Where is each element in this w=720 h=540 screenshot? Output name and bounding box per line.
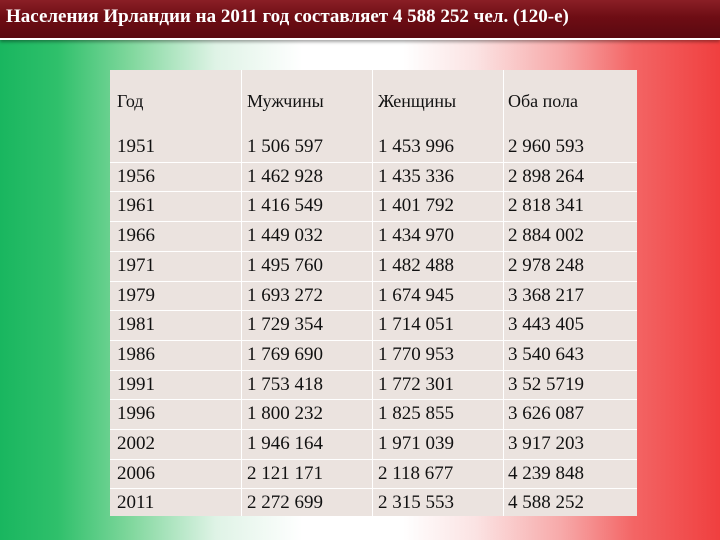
- column-divider: [503, 70, 504, 516]
- row-divider: [110, 399, 637, 401]
- both-cell: 3 917 203: [508, 433, 584, 454]
- both-cell: 2 978 248: [508, 254, 584, 276]
- men-cell: 1 506 597: [247, 136, 323, 157]
- both-cell: 2 898 264: [508, 165, 584, 187]
- men-cell: 1 495 760: [247, 254, 323, 276]
- women-cell: 1 434 970: [378, 225, 454, 247]
- both-cell: 2 884 002: [508, 225, 584, 247]
- women-cell: 1 482 488: [378, 254, 454, 276]
- year-cell: 2011: [117, 492, 155, 514]
- header-men: Мужчины: [247, 91, 324, 111]
- both-cell: 3 52 5719: [508, 373, 584, 395]
- women-cell: 1 971 039: [378, 433, 454, 454]
- column-divider: [241, 70, 242, 516]
- year-cell: 1981: [117, 314, 155, 336]
- women-cell: 1 770 953: [378, 343, 454, 365]
- year-cell: 1996: [117, 403, 155, 425]
- header-women: Женщины: [378, 91, 457, 111]
- men-cell: 1 449 032: [247, 225, 323, 247]
- header-both: Оба пола: [508, 91, 579, 111]
- table-row: 1991 1 753 418 1 772 301 3 52 5719: [110, 370, 637, 400]
- row-divider: [110, 161, 637, 163]
- men-cell: 1 753 418: [247, 373, 323, 395]
- women-cell: 1 772 301: [378, 373, 454, 395]
- table-row: 1971 1 495 760 1 482 488 2 978 248: [110, 251, 637, 281]
- women-cell: 1 825 855: [378, 403, 454, 425]
- column-divider: [372, 70, 373, 516]
- row-divider: [110, 339, 637, 341]
- row-divider: [110, 429, 637, 430]
- men-cell: 1 946 164: [247, 433, 323, 454]
- women-cell: 1 714 051: [378, 314, 454, 336]
- year-cell: 1979: [117, 284, 155, 306]
- both-cell: 4 239 848: [508, 462, 584, 484]
- table-row: 1996 1 800 232 1 825 855 3 626 087: [110, 399, 637, 429]
- row-divider: [110, 488, 637, 490]
- both-cell: 2 960 593: [508, 136, 584, 157]
- table-row: 1981 1 729 354 1 714 051 3 443 405: [110, 310, 637, 340]
- year-cell: 2006: [117, 462, 155, 484]
- year-cell: 1971: [117, 254, 155, 276]
- women-cell: 1 401 792: [378, 195, 454, 217]
- women-cell: 1 435 336: [378, 165, 454, 187]
- men-cell: 1 416 549: [247, 195, 323, 217]
- year-cell: 1961: [117, 195, 155, 217]
- row-divider: [110, 310, 637, 312]
- women-cell: 2 118 677: [378, 462, 454, 484]
- men-cell: 1 693 272: [247, 284, 323, 306]
- table-row: 1966 1 449 032 1 434 970 2 884 002: [110, 221, 637, 251]
- women-cell: 1 453 996: [378, 136, 454, 157]
- men-cell: 1 800 232: [247, 403, 323, 425]
- row-divider: [110, 250, 637, 252]
- table-row: 2011 2 272 699 2 315 553 4 588 252: [110, 488, 637, 518]
- men-cell: 1 769 690: [247, 343, 323, 365]
- row-divider: [110, 191, 637, 193]
- both-cell: 3 368 217: [508, 284, 584, 306]
- women-cell: 2 315 553: [378, 492, 454, 514]
- year-cell: 1966: [117, 225, 155, 247]
- both-cell: 3 540 643: [508, 343, 584, 365]
- men-cell: 2 121 171: [247, 462, 323, 484]
- row-divider: [110, 221, 637, 223]
- year-cell: 2002: [117, 433, 155, 454]
- page-title: Населения Ирландии на 2011 год составляе…: [6, 6, 569, 27]
- both-cell: 3 626 087: [508, 403, 584, 425]
- year-cell: 1956: [117, 165, 155, 187]
- table-row: 1956 1 462 928 1 435 336 2 898 264: [110, 162, 637, 192]
- header-year: Год: [117, 91, 144, 111]
- both-cell: 4 588 252: [508, 492, 584, 514]
- men-cell: 2 272 699: [247, 492, 323, 514]
- title-bar: Населения Ирландии на 2011 год составляе…: [0, 0, 720, 40]
- table-row: 1979 1 693 272 1 674 945 3 368 217: [110, 281, 637, 311]
- year-cell: 1986: [117, 343, 155, 365]
- both-cell: 3 443 405: [508, 314, 584, 336]
- year-cell: 1951: [117, 136, 155, 157]
- both-cell: 2 818 341: [508, 195, 584, 217]
- table-row: 2002 1 946 164 1 971 039 3 917 203: [110, 429, 637, 459]
- year-cell: 1991: [117, 373, 155, 395]
- men-cell: 1 729 354: [247, 314, 323, 336]
- population-table: Год Мужчины Женщины Оба пола 1951 1 506 5…: [110, 70, 637, 516]
- table-header: Год Мужчины Женщины Оба пола: [110, 70, 637, 132]
- table-row: 1986 1 769 690 1 770 953 3 540 643: [110, 340, 637, 370]
- men-cell: 1 462 928: [247, 165, 323, 187]
- table-row: 1951 1 506 597 1 453 996 2 960 593: [110, 132, 637, 162]
- row-divider: [110, 458, 637, 460]
- women-cell: 1 674 945: [378, 284, 454, 306]
- row-divider: [110, 280, 637, 282]
- table-row: 1961 1 416 549 1 401 792 2 818 341: [110, 191, 637, 221]
- table-row: 2006 2 121 171 2 118 677 4 239 848: [110, 459, 637, 489]
- row-divider: [110, 369, 637, 371]
